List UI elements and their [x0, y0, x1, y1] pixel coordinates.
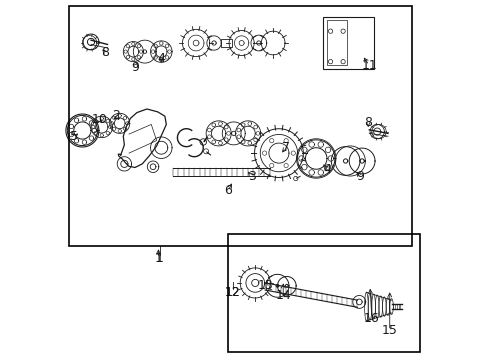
- Bar: [323, 17, 373, 69]
- Text: 6: 6: [224, 184, 232, 197]
- Text: 8: 8: [101, 46, 109, 59]
- Text: 10: 10: [91, 113, 107, 126]
- Text: 1: 1: [154, 252, 162, 265]
- Text: 9: 9: [355, 170, 363, 183]
- Text: 16: 16: [363, 311, 379, 325]
- Text: 14: 14: [275, 289, 290, 302]
- Text: 11: 11: [361, 59, 376, 72]
- Text: 13: 13: [258, 279, 273, 292]
- Text: 5: 5: [70, 130, 78, 144]
- Bar: [326, 21, 346, 65]
- Text: 2: 2: [112, 109, 120, 122]
- Text: 9: 9: [131, 60, 139, 73]
- Text: 7: 7: [281, 141, 289, 154]
- Bar: [228, 234, 419, 352]
- Text: 1: 1: [155, 252, 163, 265]
- Text: 12: 12: [224, 287, 241, 300]
- Bar: [69, 6, 411, 246]
- Text: 4: 4: [323, 163, 330, 176]
- Text: 15: 15: [381, 324, 397, 337]
- Text: 3: 3: [247, 170, 255, 183]
- Bar: [221, 39, 231, 47]
- Text: 4: 4: [157, 51, 165, 64]
- Text: 12: 12: [224, 287, 240, 300]
- Text: 8: 8: [364, 116, 371, 129]
